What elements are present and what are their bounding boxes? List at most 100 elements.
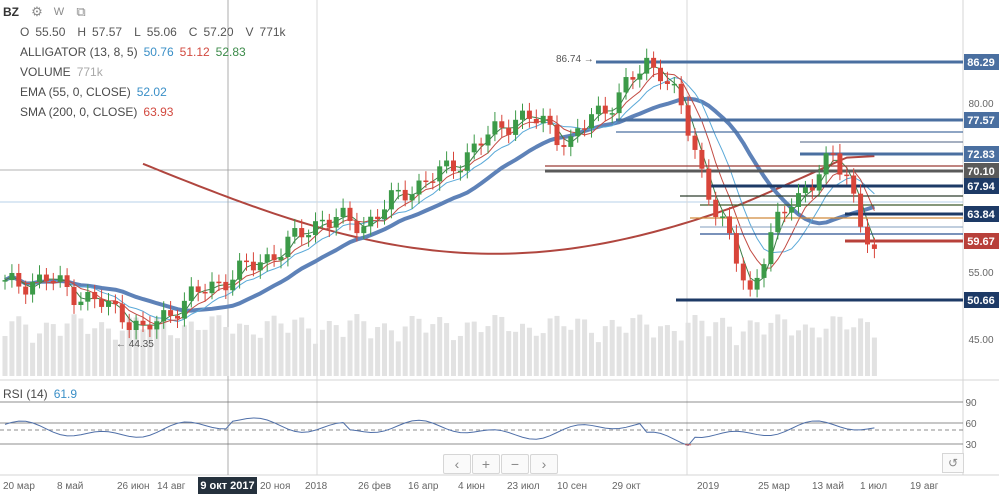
- candle-body: [651, 57, 657, 68]
- legend: BZ ⚙ W ⧉ O 55.50 H 57.57 L 55.06 C 57.20…: [0, 2, 292, 122]
- candle-body: [181, 300, 187, 319]
- volume-bar: [740, 331, 746, 376]
- ema-label: EMA (55, 0, CLOSE): [20, 85, 131, 99]
- candle-body: [554, 124, 560, 146]
- candle-body: [796, 193, 801, 207]
- volume-bar: [706, 336, 712, 376]
- sma-label: SMA (200, 0, CLOSE): [20, 105, 138, 119]
- candle-body: [230, 279, 236, 291]
- volume-bar: [64, 323, 70, 376]
- candle-body: [533, 118, 539, 124]
- volume-bar: [168, 335, 174, 376]
- volume-bar: [119, 330, 125, 376]
- volume-bar: [37, 333, 42, 376]
- price-axis-tick: 55.00: [968, 268, 993, 279]
- candle-body: [147, 324, 153, 330]
- volume-bar: [354, 314, 360, 376]
- volume-bar: [554, 315, 560, 376]
- time-axis-label: 29 окт: [612, 481, 641, 492]
- rsi-line: [4, 417, 875, 447]
- w-toggle-icon[interactable]: W: [53, 6, 65, 18]
- volume-row[interactable]: VOLUME 771k: [0, 62, 292, 82]
- candle-body: [64, 275, 70, 287]
- candle-body: [437, 166, 443, 182]
- volume-bar: [430, 324, 436, 376]
- volume-bar: [520, 323, 525, 376]
- candle-body: [699, 149, 705, 169]
- sma-row[interactable]: SMA (200, 0, CLOSE) 63.93: [0, 102, 292, 122]
- rsi-legend[interactable]: RSI (14) 61.9: [3, 387, 77, 401]
- volume-bar: [547, 318, 553, 376]
- candle-body: [761, 264, 767, 278]
- volume-bar: [264, 321, 270, 376]
- symbol-label: BZ: [3, 5, 19, 19]
- candle-body: [71, 286, 77, 306]
- volume-bar: [409, 315, 415, 376]
- volume-bar: [637, 314, 643, 376]
- candle-body: [361, 226, 367, 234]
- candlesticks: 86.74 → ← 44.35: [2, 48, 877, 350]
- alligator-row[interactable]: ALLIGATOR (13, 8, 5) 50.76 51.12 52.83: [0, 42, 292, 62]
- volume-bar: [685, 322, 691, 376]
- volume-bar: [395, 341, 401, 376]
- scroll-right-button[interactable]: ›: [530, 454, 558, 474]
- layout-icon[interactable]: ⧉: [76, 4, 86, 19]
- candle-body: [464, 152, 470, 171]
- volume-bar: [727, 326, 732, 376]
- volume-bar: [209, 316, 215, 376]
- candle-body: [395, 189, 401, 192]
- volume-bar: [644, 324, 650, 376]
- volume-bar: [602, 326, 608, 376]
- volume-bar: [858, 318, 864, 376]
- volume-indicator-label: VOLUME: [20, 65, 71, 79]
- candle-body: [595, 105, 601, 115]
- low-value: 55.06: [146, 25, 177, 39]
- high-label: H: [77, 25, 87, 39]
- volume-bar: [326, 321, 332, 376]
- reset-icon[interactable]: ↺: [942, 453, 964, 473]
- volume-bar: [651, 337, 657, 376]
- volume-bar: [423, 332, 429, 376]
- candle-body: [202, 291, 208, 294]
- volume-bar: [699, 320, 705, 376]
- volume-bar: [195, 329, 201, 376]
- volume-bar: [271, 315, 277, 376]
- candle-body: [740, 263, 746, 281]
- rsi-axis-tick: 60: [965, 419, 977, 430]
- volume-bar: [402, 326, 408, 376]
- price-axis-tick: 45.00: [968, 335, 993, 346]
- candle-body: [85, 291, 91, 302]
- volume-bar: [299, 317, 305, 376]
- volume-bar: [589, 332, 594, 376]
- candle-body: [430, 181, 436, 183]
- candle-body: [809, 187, 815, 191]
- volume-bar: [368, 338, 374, 376]
- volume-bar: [244, 324, 249, 376]
- scroll-left-button[interactable]: ‹: [443, 454, 471, 474]
- volume-bar: [237, 323, 243, 376]
- candle-body: [830, 153, 836, 155]
- zoom-in-button[interactable]: +: [472, 454, 500, 474]
- zoom-out-button[interactable]: −: [501, 454, 529, 474]
- volume-bar: [499, 316, 505, 376]
- candle-body: [23, 286, 29, 295]
- price-tag-box: [964, 54, 999, 70]
- low-label: L: [134, 25, 141, 39]
- candle-body: [333, 216, 339, 228]
- candle-body: [630, 77, 636, 80]
- gear-icon[interactable]: ⚙: [31, 4, 43, 19]
- candle-body: [375, 216, 381, 220]
- volume-bar: [92, 328, 98, 376]
- candle-body: [678, 83, 684, 106]
- price-tag-label: 86.29: [967, 57, 995, 69]
- volume-bar: [285, 332, 291, 376]
- volume-bar: [313, 343, 318, 376]
- price-tag-box: [964, 178, 999, 194]
- volume-bar: [664, 325, 670, 376]
- volume-bar: [851, 327, 857, 376]
- candle-body: [582, 128, 588, 130]
- ema-row[interactable]: EMA (55, 0, CLOSE) 52.02: [0, 82, 292, 102]
- candle-body: [706, 168, 712, 200]
- ohlc-row: O 55.50 H 57.57 L 55.06 C 57.20 V 771k: [0, 22, 292, 42]
